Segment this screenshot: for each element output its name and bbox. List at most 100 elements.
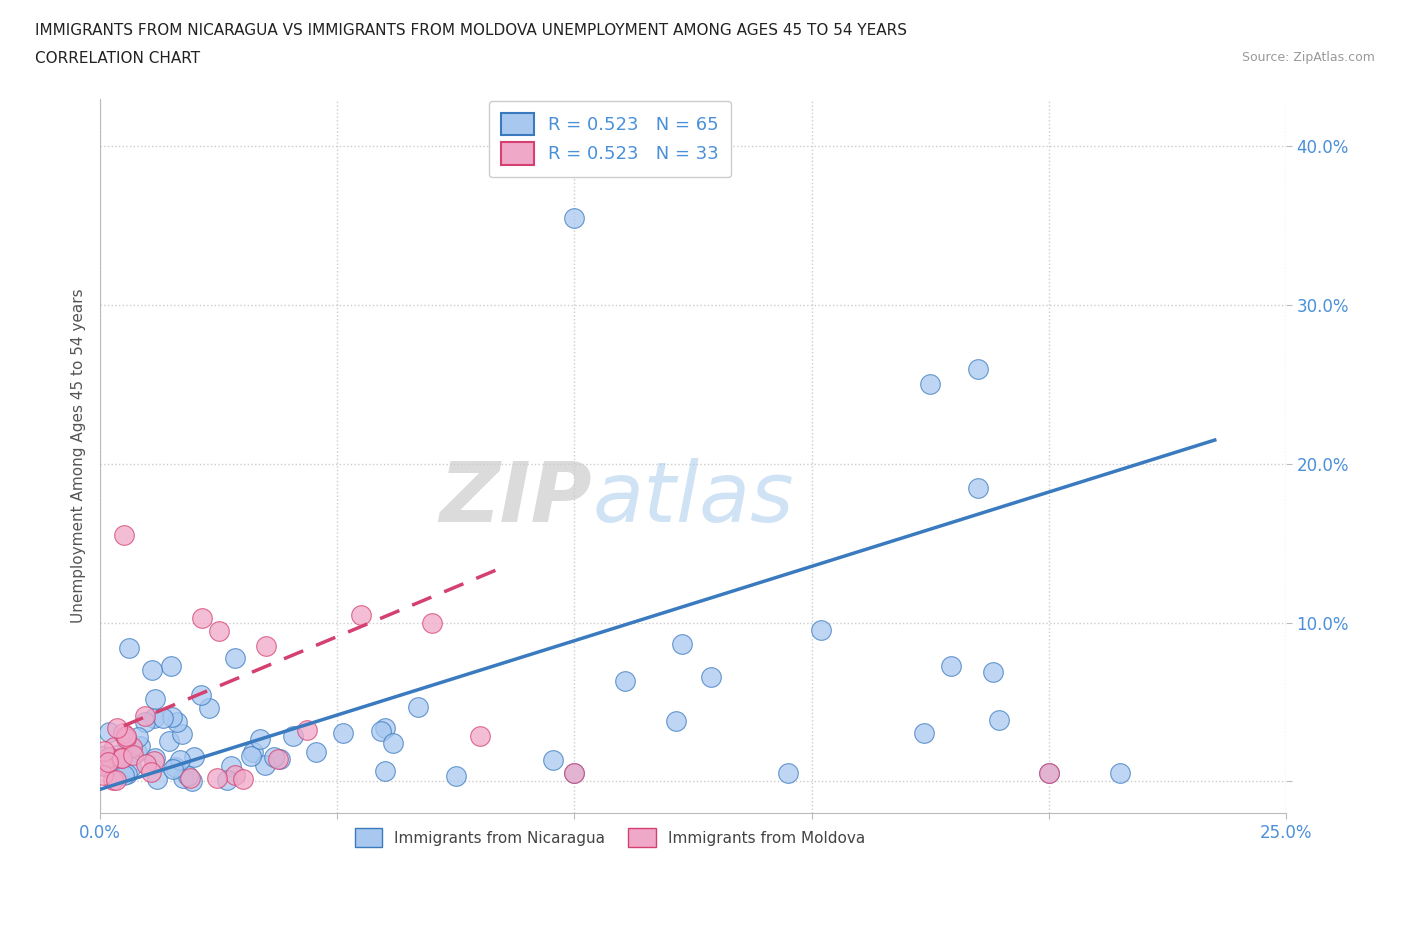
Point bbox=[208, 623, 231, 638]
Point bbox=[105, 748, 128, 763]
Point bbox=[101, 773, 124, 788]
Point bbox=[127, 744, 149, 759]
Point bbox=[966, 480, 988, 495]
Point bbox=[239, 749, 262, 764]
Point bbox=[564, 766, 586, 781]
Point bbox=[157, 734, 180, 749]
Point bbox=[671, 637, 693, 652]
Point bbox=[373, 720, 395, 735]
Point bbox=[134, 709, 156, 724]
Point bbox=[98, 724, 121, 739]
Point bbox=[105, 721, 128, 736]
Point bbox=[1109, 766, 1132, 781]
Point bbox=[254, 639, 277, 654]
Point bbox=[219, 758, 242, 773]
Point bbox=[146, 772, 169, 787]
Text: Source: ZipAtlas.com: Source: ZipAtlas.com bbox=[1241, 51, 1375, 64]
Point bbox=[93, 758, 115, 773]
Point bbox=[444, 768, 467, 783]
Point bbox=[103, 739, 125, 754]
Point bbox=[112, 767, 135, 782]
Point bbox=[172, 726, 194, 741]
Point bbox=[541, 752, 564, 767]
Point bbox=[283, 728, 305, 743]
Point bbox=[121, 739, 143, 754]
Point bbox=[183, 750, 205, 764]
Point bbox=[267, 752, 290, 767]
Text: atlas: atlas bbox=[592, 458, 794, 539]
Point bbox=[98, 752, 121, 767]
Point bbox=[145, 751, 167, 765]
Point bbox=[122, 748, 145, 763]
Point bbox=[163, 760, 186, 775]
Point bbox=[253, 757, 276, 772]
Point bbox=[172, 770, 194, 785]
Point bbox=[810, 622, 832, 637]
Point bbox=[614, 673, 637, 688]
Point bbox=[263, 750, 285, 764]
Point bbox=[177, 768, 200, 783]
Point bbox=[135, 756, 157, 771]
Point bbox=[143, 711, 166, 725]
Point bbox=[166, 715, 188, 730]
Point bbox=[97, 759, 120, 774]
Point bbox=[665, 713, 688, 728]
Point bbox=[112, 528, 135, 543]
Point bbox=[143, 691, 166, 706]
Point bbox=[162, 761, 184, 776]
Point bbox=[406, 699, 429, 714]
Point bbox=[1038, 766, 1060, 781]
Point bbox=[91, 767, 114, 782]
Point bbox=[179, 770, 201, 785]
Point bbox=[966, 361, 988, 376]
Point bbox=[127, 729, 149, 744]
Point bbox=[190, 687, 212, 702]
Point bbox=[115, 731, 138, 746]
Point bbox=[142, 754, 165, 769]
Point bbox=[117, 641, 139, 656]
Point bbox=[1038, 766, 1060, 781]
Point bbox=[332, 725, 354, 740]
Text: CORRELATION CHART: CORRELATION CHART bbox=[35, 51, 200, 66]
Point bbox=[776, 766, 799, 781]
Point bbox=[160, 658, 183, 673]
Point bbox=[224, 650, 246, 665]
Text: IMMIGRANTS FROM NICARAGUA VS IMMIGRANTS FROM MOLDOVA UNEMPLOYMENT AMONG AGES 45 : IMMIGRANTS FROM NICARAGUA VS IMMIGRANTS … bbox=[35, 23, 907, 38]
Point bbox=[988, 713, 1011, 728]
Point bbox=[91, 749, 114, 764]
Point bbox=[912, 726, 935, 741]
Point bbox=[191, 611, 214, 626]
Point bbox=[97, 750, 120, 764]
Point bbox=[249, 731, 271, 746]
Point bbox=[180, 774, 202, 789]
Point bbox=[939, 658, 962, 673]
Point bbox=[232, 771, 254, 786]
Text: ZIP: ZIP bbox=[440, 458, 592, 539]
Point bbox=[295, 723, 318, 737]
Point bbox=[420, 615, 443, 630]
Point bbox=[111, 751, 134, 765]
Point bbox=[105, 773, 128, 788]
Point bbox=[224, 767, 246, 782]
Point bbox=[134, 714, 156, 729]
Point bbox=[305, 745, 328, 760]
Point bbox=[374, 764, 396, 778]
Point bbox=[152, 711, 174, 725]
Point bbox=[141, 663, 163, 678]
Point bbox=[97, 755, 120, 770]
Point bbox=[93, 743, 115, 758]
Point bbox=[269, 751, 291, 766]
Point bbox=[110, 751, 132, 766]
Point bbox=[205, 770, 228, 785]
Point bbox=[217, 772, 239, 787]
Point bbox=[699, 670, 721, 684]
Point bbox=[468, 728, 491, 743]
Legend: Immigrants from Nicaragua, Immigrants from Moldova: Immigrants from Nicaragua, Immigrants fr… bbox=[343, 816, 877, 859]
Point bbox=[169, 752, 191, 767]
Point bbox=[920, 377, 942, 392]
Y-axis label: Unemployment Among Ages 45 to 54 years: Unemployment Among Ages 45 to 54 years bbox=[72, 288, 86, 623]
Point bbox=[160, 710, 183, 724]
Point bbox=[117, 766, 139, 781]
Point bbox=[242, 745, 264, 760]
Point bbox=[115, 728, 138, 743]
